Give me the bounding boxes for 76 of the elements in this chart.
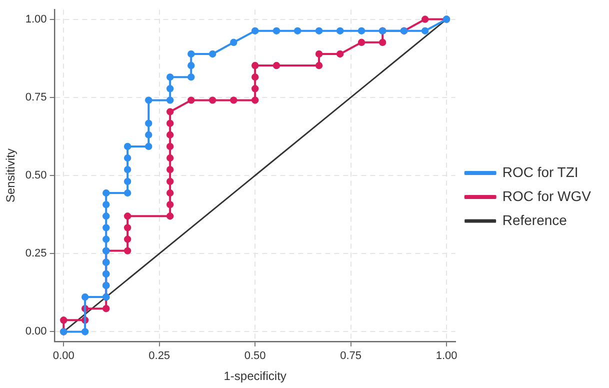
- point: [336, 50, 344, 58]
- point: [358, 38, 366, 46]
- y-axis-title: Sensitivity: [4, 148, 18, 203]
- point: [124, 247, 132, 254]
- legend-label: ROC for WGV: [502, 188, 592, 204]
- x-tick-label: 0.00: [52, 350, 74, 362]
- point: [272, 62, 280, 70]
- point: [124, 154, 132, 162]
- point: [145, 96, 152, 104]
- point: [102, 224, 110, 232]
- legend-label: Reference: [502, 212, 568, 228]
- point: [358, 27, 366, 34]
- point: [166, 131, 174, 138]
- point: [251, 96, 259, 104]
- point: [230, 38, 238, 46]
- point: [145, 120, 152, 127]
- point: [166, 120, 174, 127]
- point: [124, 142, 132, 150]
- point: [102, 212, 110, 220]
- point: [208, 96, 216, 104]
- point: [251, 73, 259, 81]
- x-tick-label: 0.75: [340, 350, 362, 362]
- point: [166, 96, 174, 104]
- x-tick-label: 1.00: [436, 350, 458, 362]
- point: [102, 189, 110, 197]
- point: [60, 316, 68, 324]
- point: [230, 96, 238, 104]
- point: [166, 166, 174, 174]
- x-tick-label: 0.50: [244, 350, 266, 362]
- point: [102, 200, 110, 208]
- point: [315, 62, 323, 70]
- point: [251, 85, 259, 92]
- y-tick-label: 0.00: [25, 326, 47, 338]
- point: [102, 236, 110, 243]
- point: [315, 50, 323, 58]
- point: [188, 73, 195, 81]
- y-tick-label: 1.00: [25, 13, 47, 26]
- point: [188, 50, 195, 58]
- legend-label: ROC for TZI: [502, 164, 578, 180]
- point: [166, 178, 174, 186]
- point: [336, 27, 344, 34]
- point: [124, 189, 132, 197]
- point: [166, 200, 174, 208]
- point: [315, 27, 323, 34]
- point: [294, 27, 302, 34]
- point: [166, 189, 174, 197]
- point: [272, 27, 280, 34]
- x-tick-label: 0.25: [148, 350, 170, 362]
- point: [81, 328, 89, 336]
- point: [145, 131, 152, 138]
- point: [166, 73, 174, 81]
- point: [81, 293, 89, 301]
- point: [251, 62, 259, 70]
- point: [166, 154, 174, 162]
- point: [188, 96, 195, 104]
- point: [124, 236, 132, 243]
- point: [166, 142, 174, 150]
- point: [421, 27, 429, 34]
- point: [166, 212, 174, 220]
- point: [188, 62, 195, 70]
- point: [251, 27, 259, 34]
- point: [166, 85, 174, 92]
- point: [166, 108, 174, 116]
- point: [124, 166, 132, 174]
- y-tick-label: 0.75: [25, 91, 47, 104]
- x-axis-title: 1-specificity: [224, 369, 286, 384]
- y-tick-label: 0.25: [25, 248, 47, 260]
- point: [208, 50, 216, 58]
- y-tick-label: 0.50: [25, 170, 47, 182]
- point: [102, 304, 110, 312]
- point: [421, 16, 429, 23]
- point: [124, 212, 132, 220]
- point: [145, 142, 152, 150]
- point: [378, 38, 386, 46]
- point: [124, 178, 132, 186]
- point: [124, 224, 132, 232]
